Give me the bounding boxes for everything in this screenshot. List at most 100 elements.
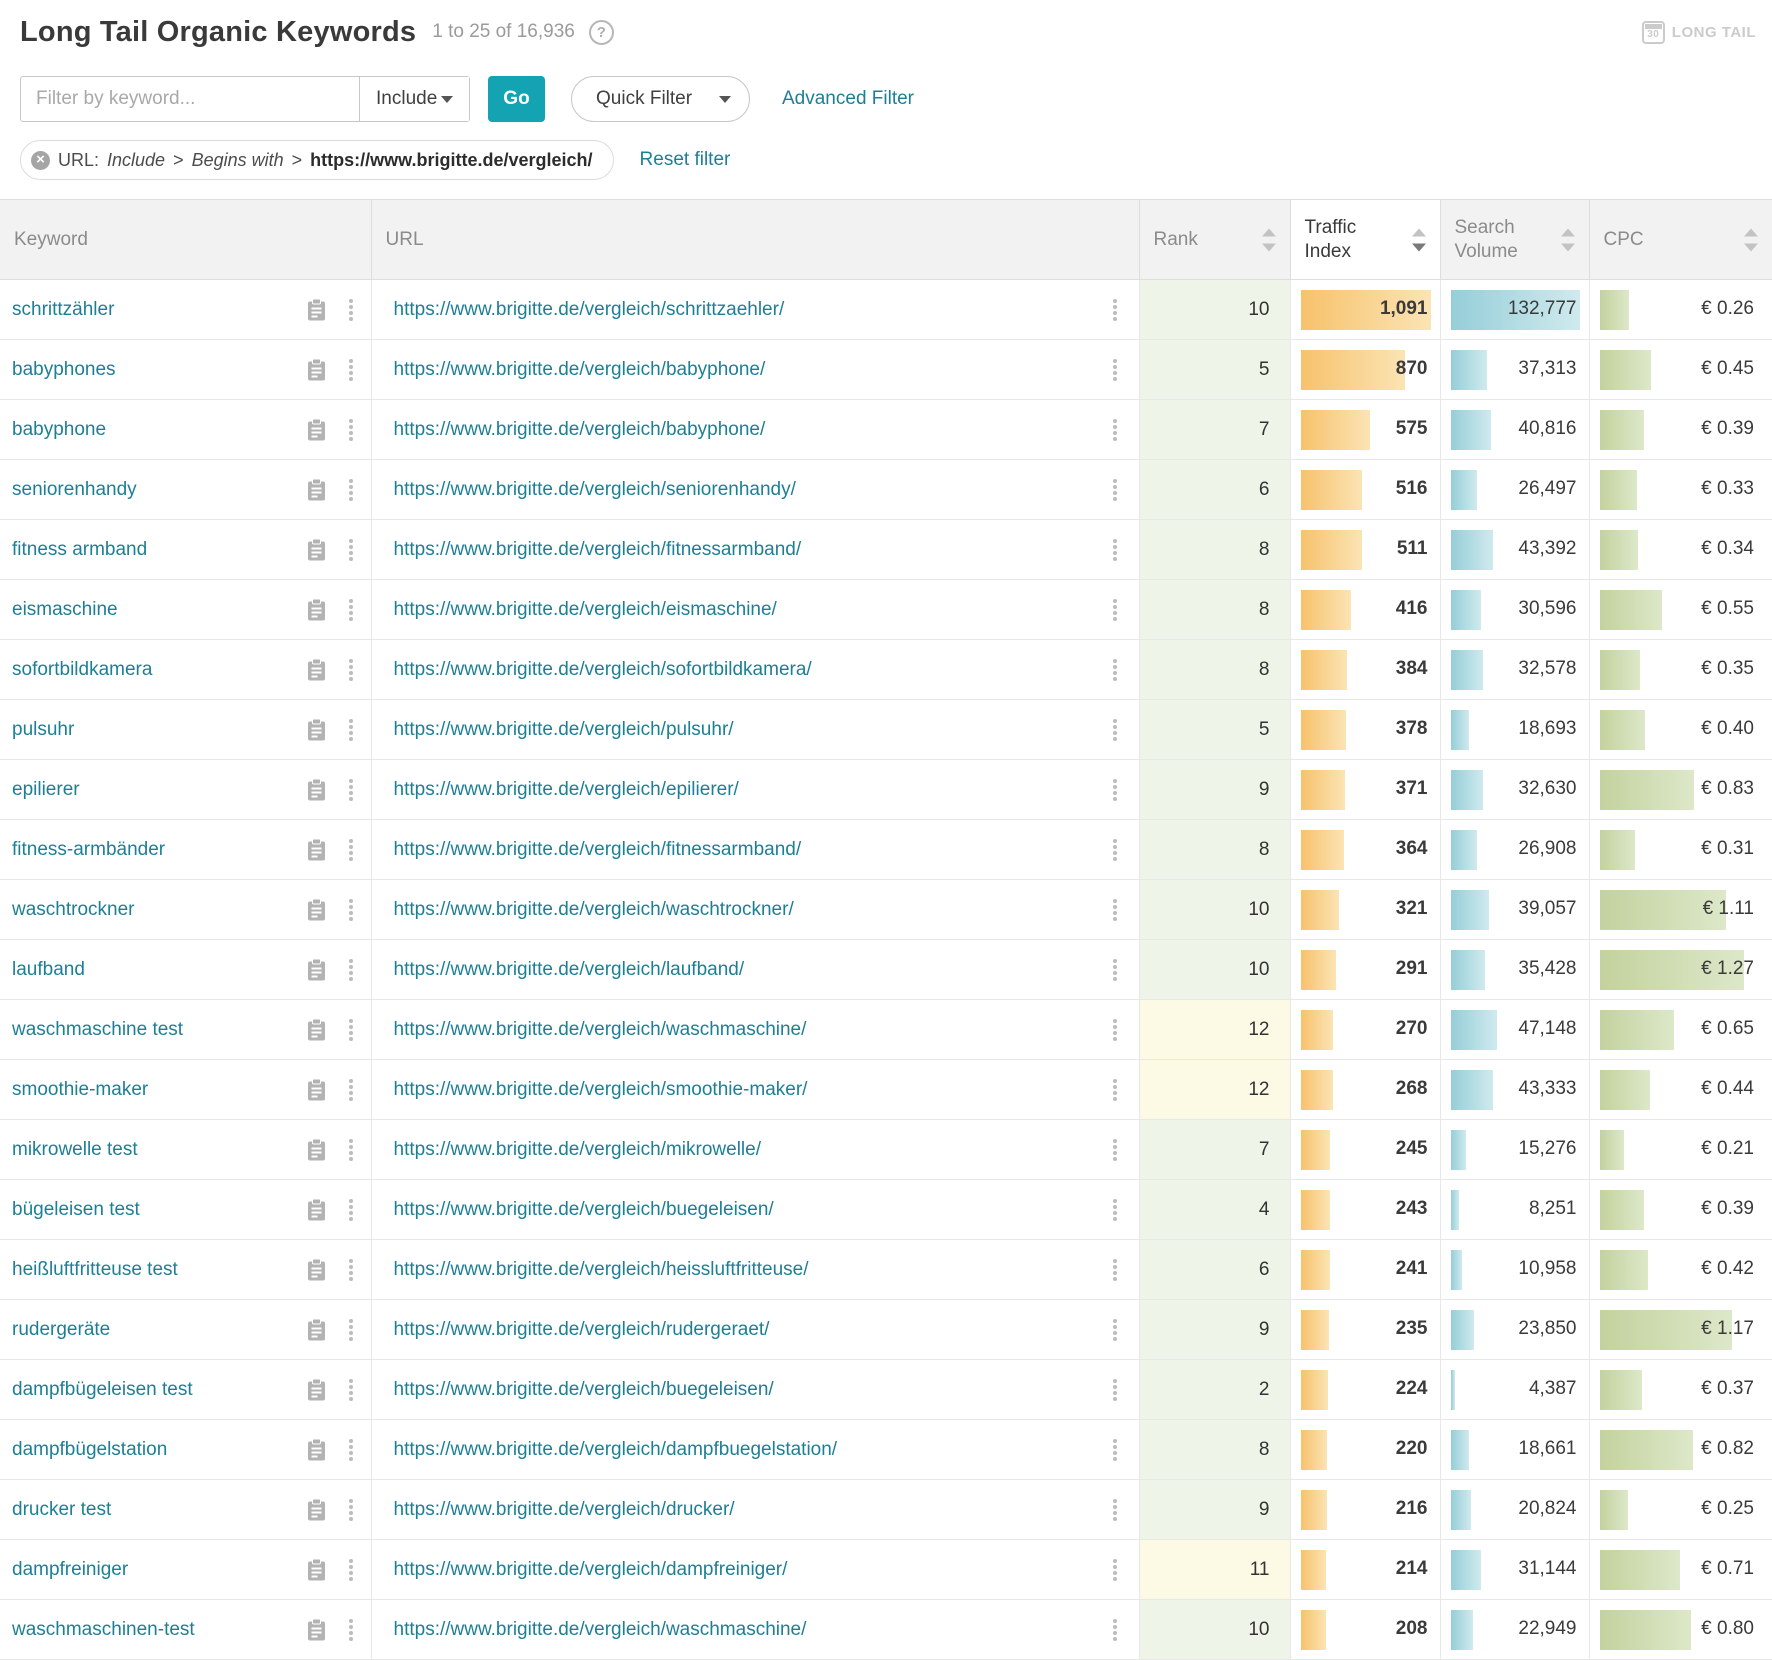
copy-keyword-icon[interactable] bbox=[307, 1558, 327, 1581]
url-menu-icon[interactable] bbox=[1112, 718, 1117, 723]
url-link[interactable]: https://www.brigitte.de/vergleich/ruderg… bbox=[393, 1318, 770, 1340]
url-menu-icon[interactable] bbox=[1112, 1198, 1117, 1203]
copy-keyword-icon[interactable] bbox=[307, 1138, 327, 1161]
keyword-link[interactable]: seniorenhandy bbox=[12, 478, 137, 500]
keyword-link[interactable]: drucker test bbox=[12, 1498, 112, 1520]
url-link[interactable]: https://www.brigitte.de/vergleich/wascht… bbox=[393, 898, 794, 920]
url-link[interactable]: https://www.brigitte.de/vergleich/babyph… bbox=[393, 358, 766, 380]
keyword-menu-icon[interactable] bbox=[348, 1018, 353, 1023]
keyword-menu-icon[interactable] bbox=[348, 478, 353, 483]
url-menu-icon[interactable] bbox=[1112, 1018, 1117, 1023]
copy-keyword-icon[interactable] bbox=[307, 478, 327, 501]
url-menu-icon[interactable] bbox=[1112, 598, 1117, 603]
copy-keyword-icon[interactable] bbox=[307, 718, 327, 741]
keyword-link[interactable]: fitness armband bbox=[12, 538, 148, 560]
url-link[interactable]: https://www.brigitte.de/vergleich/senior… bbox=[393, 478, 796, 500]
url-link[interactable]: https://www.brigitte.de/vergleich/fitnes… bbox=[393, 838, 802, 860]
url-link[interactable]: https://www.brigitte.de/vergleich/waschm… bbox=[393, 1018, 807, 1040]
copy-keyword-icon[interactable] bbox=[307, 1438, 327, 1461]
url-link[interactable]: https://www.brigitte.de/vergleich/heissl… bbox=[393, 1258, 809, 1280]
keyword-filter-input[interactable] bbox=[21, 77, 359, 121]
copy-keyword-icon[interactable] bbox=[307, 958, 327, 981]
keyword-link[interactable]: smoothie-maker bbox=[12, 1078, 149, 1100]
keyword-menu-icon[interactable] bbox=[348, 778, 353, 783]
url-menu-icon[interactable] bbox=[1112, 538, 1117, 543]
copy-keyword-icon[interactable] bbox=[307, 1198, 327, 1221]
url-link[interactable]: https://www.brigitte.de/vergleich/fitnes… bbox=[393, 538, 802, 560]
url-menu-icon[interactable] bbox=[1112, 1318, 1117, 1323]
copy-keyword-icon[interactable] bbox=[307, 418, 327, 441]
keyword-menu-icon[interactable] bbox=[348, 1318, 353, 1323]
sort-desc-icon[interactable] bbox=[1560, 243, 1575, 251]
keyword-menu-icon[interactable] bbox=[348, 1138, 353, 1143]
url-link[interactable]: https://www.brigitte.de/vergleich/dampfb… bbox=[393, 1438, 838, 1460]
keyword-menu-icon[interactable] bbox=[348, 1618, 353, 1623]
copy-keyword-icon[interactable] bbox=[307, 1318, 327, 1341]
quick-filter-dropdown[interactable]: Quick Filter bbox=[571, 76, 750, 122]
url-link[interactable]: https://www.brigitte.de/vergleich/dampfr… bbox=[393, 1558, 788, 1580]
url-menu-icon[interactable] bbox=[1112, 418, 1117, 423]
url-menu-icon[interactable] bbox=[1112, 838, 1117, 843]
column-header-traffic-index[interactable]: Traffic Index bbox=[1289, 199, 1441, 280]
keyword-link[interactable]: pulsuhr bbox=[12, 718, 75, 740]
keyword-link[interactable]: mikrowelle test bbox=[12, 1138, 138, 1160]
keyword-link[interactable]: eismaschine bbox=[12, 598, 118, 620]
url-menu-icon[interactable] bbox=[1112, 1558, 1117, 1563]
keyword-menu-icon[interactable] bbox=[348, 598, 353, 603]
keyword-menu-icon[interactable] bbox=[348, 958, 353, 963]
url-menu-icon[interactable] bbox=[1112, 658, 1117, 663]
filter-mode-select[interactable]: Include bbox=[359, 77, 469, 121]
keyword-link[interactable]: waschtrockner bbox=[12, 898, 135, 920]
url-menu-icon[interactable] bbox=[1112, 298, 1117, 303]
sort-asc-icon[interactable] bbox=[1261, 228, 1276, 236]
url-menu-icon[interactable] bbox=[1112, 1258, 1117, 1263]
url-menu-icon[interactable] bbox=[1112, 898, 1117, 903]
copy-keyword-icon[interactable] bbox=[307, 358, 327, 381]
keyword-link[interactable]: sofortbildkamera bbox=[12, 658, 153, 680]
keyword-menu-icon[interactable] bbox=[348, 1558, 353, 1563]
keyword-link[interactable]: waschmaschinen-test bbox=[12, 1618, 195, 1640]
url-link[interactable]: https://www.brigitte.de/vergleich/eismas… bbox=[393, 598, 777, 620]
keyword-menu-icon[interactable] bbox=[348, 838, 353, 843]
keyword-menu-icon[interactable] bbox=[348, 1078, 353, 1083]
url-menu-icon[interactable] bbox=[1112, 1618, 1117, 1623]
keyword-menu-icon[interactable] bbox=[348, 358, 353, 363]
sort-asc-icon[interactable] bbox=[1411, 228, 1426, 236]
copy-keyword-icon[interactable] bbox=[307, 1018, 327, 1041]
url-link[interactable]: https://www.brigitte.de/vergleich/epilie… bbox=[393, 778, 739, 800]
keyword-menu-icon[interactable] bbox=[348, 1198, 353, 1203]
keyword-menu-icon[interactable] bbox=[348, 1438, 353, 1443]
keyword-link[interactable]: epilierer bbox=[12, 778, 80, 800]
url-link[interactable]: https://www.brigitte.de/vergleich/mikrow… bbox=[393, 1138, 761, 1160]
active-filter-chip[interactable]: URL: Include > Begins with > https://www… bbox=[20, 140, 614, 180]
keyword-link[interactable]: waschmaschine test bbox=[12, 1018, 184, 1040]
column-header-rank[interactable]: Rank bbox=[1138, 199, 1291, 280]
keyword-menu-icon[interactable] bbox=[348, 658, 353, 663]
keyword-link[interactable]: heißluftfritteuse test bbox=[12, 1258, 178, 1280]
copy-keyword-icon[interactable] bbox=[307, 598, 327, 621]
copy-keyword-icon[interactable] bbox=[307, 658, 327, 681]
keyword-link[interactable]: schrittzähler bbox=[12, 298, 115, 320]
keyword-menu-icon[interactable] bbox=[348, 718, 353, 723]
sort-desc-icon[interactable] bbox=[1744, 243, 1758, 251]
url-link[interactable]: https://www.brigitte.de/vergleich/schrit… bbox=[393, 298, 785, 320]
column-header-search-volume[interactable]: Search Volume bbox=[1439, 199, 1590, 280]
copy-keyword-icon[interactable] bbox=[307, 778, 327, 801]
copy-keyword-icon[interactable] bbox=[307, 298, 327, 321]
url-menu-icon[interactable] bbox=[1112, 1498, 1117, 1503]
copy-keyword-icon[interactable] bbox=[307, 1078, 327, 1101]
keyword-menu-icon[interactable] bbox=[348, 898, 353, 903]
url-link[interactable]: https://www.brigitte.de/vergleich/buegel… bbox=[393, 1198, 774, 1220]
keyword-menu-icon[interactable] bbox=[348, 538, 353, 543]
url-menu-icon[interactable] bbox=[1112, 778, 1117, 783]
copy-keyword-icon[interactable] bbox=[307, 838, 327, 861]
go-button[interactable]: Go bbox=[488, 76, 545, 122]
url-link[interactable]: https://www.brigitte.de/vergleich/pulsuh… bbox=[393, 718, 734, 740]
sort-desc-icon[interactable] bbox=[1261, 243, 1276, 251]
reset-filter-link[interactable]: Reset filter bbox=[639, 149, 731, 170]
keyword-link[interactable]: dampfreiniger bbox=[12, 1558, 129, 1580]
advanced-filter-link[interactable]: Advanced Filter bbox=[782, 88, 915, 109]
sort-asc-icon[interactable] bbox=[1560, 228, 1575, 236]
url-link[interactable]: https://www.brigitte.de/vergleich/laufba… bbox=[393, 958, 745, 980]
url-link[interactable]: https://www.brigitte.de/vergleich/babyph… bbox=[393, 418, 766, 440]
